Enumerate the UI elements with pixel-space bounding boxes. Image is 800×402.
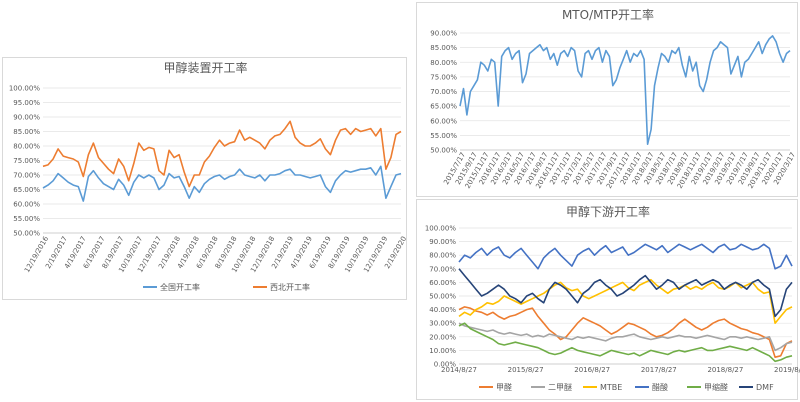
y-tick-label: 70.00% xyxy=(429,265,456,273)
y-tick-label: 90.00% xyxy=(430,30,457,38)
legend-label: 西北开工率 xyxy=(270,282,310,292)
series-line xyxy=(458,322,793,352)
y-tick-label: 75.00% xyxy=(13,157,40,165)
x-tick-label: 2017/8/27 xyxy=(641,366,677,374)
y-tick-label: 20.00% xyxy=(429,333,456,341)
series-line xyxy=(458,306,793,358)
series-line xyxy=(458,268,793,318)
legend-label: 醋酸 xyxy=(652,382,668,392)
chart-national-methanol: 甲醇装置开工率 100.00% 95.00% 90.00% 85.00% 80.00% 75… xyxy=(9,60,408,292)
y-tick-label: 75.00% xyxy=(430,73,457,81)
y-tick-label: 85.00% xyxy=(13,128,40,136)
chart-title: 甲醇下游开工率 xyxy=(566,204,650,219)
x-tick-label: 2016/8/27 xyxy=(574,366,610,374)
chart-panel-national-methanol: 甲醇装置开工率 100.00% 95.00% 90.00% 85.00% 80.00% 75… xyxy=(2,57,408,300)
y-tick-label: 10.00% xyxy=(429,347,456,355)
chart-downstream: 甲醇下游开工率 100.00% 90.00% 80.00% 70.00% 60.00% 50… xyxy=(425,204,800,392)
y-tick-label: 60.00% xyxy=(429,279,456,287)
y-tick-label: 80.00% xyxy=(430,59,457,67)
y-tick-label: 55.00% xyxy=(13,215,40,223)
y-tick-label: 100.00% xyxy=(425,225,456,233)
y-tick-label: 60.00% xyxy=(13,201,40,209)
chart-mto-mtp: MTO/MTP开工率 90.00% 85.00% 80.00% 75.00% 70.00%… xyxy=(430,7,797,190)
chart-panel-mto-mtp: MTO/MTP开工率 90.00% 85.00% 80.00% 75.00% 70.00%… xyxy=(416,2,798,197)
y-tick-label: 50.00% xyxy=(430,147,457,155)
x-tick-label: 2019/8/27 xyxy=(774,366,800,374)
legend-label: 二甲醚 xyxy=(548,382,572,392)
series-line xyxy=(42,120,402,188)
y-tick-label: 40.00% xyxy=(429,306,456,314)
y-tick-label: 65.00% xyxy=(430,103,457,111)
series-line xyxy=(42,165,402,202)
legend-label: MTBE xyxy=(600,383,622,392)
x-tick-label: 2018/8/27 xyxy=(707,366,743,374)
legend-label: DMF xyxy=(756,383,774,392)
x-tick-label: 2014/8/27 xyxy=(441,366,477,374)
y-tick-label: 100.00% xyxy=(9,85,40,93)
chart-panel-downstream: 甲醇下游开工率 100.00% 90.00% 80.00% 70.00% 60.00% 50… xyxy=(416,199,800,400)
chart-title: 甲醇装置开工率 xyxy=(163,60,247,75)
y-tick-label: 80.00% xyxy=(429,252,456,260)
y-tick-label: 85.00% xyxy=(430,44,457,52)
chart-title: MTO/MTP开工率 xyxy=(562,7,654,22)
y-tick-label: 50.00% xyxy=(13,230,40,238)
y-tick-label: 55.00% xyxy=(430,132,457,140)
y-tick-label: 0.00% xyxy=(434,361,457,369)
y-tick-label: 30.00% xyxy=(429,320,456,328)
y-tick-label: 95.00% xyxy=(13,99,40,107)
series-line xyxy=(458,322,793,363)
legend-label: 甲醛 xyxy=(496,382,512,392)
y-tick-label: 70.00% xyxy=(430,88,457,96)
y-tick-label: 50.00% xyxy=(429,293,456,301)
y-tick-label: 65.00% xyxy=(13,186,40,194)
y-tick-label: 80.00% xyxy=(13,143,40,151)
series-line xyxy=(458,243,793,270)
series-line xyxy=(459,35,791,145)
y-tick-label: 90.00% xyxy=(429,238,456,246)
y-tick-label: 60.00% xyxy=(430,117,457,125)
x-tick-label: 2015/8/27 xyxy=(508,366,544,374)
legend-label: 甲缩醛 xyxy=(704,382,728,392)
y-tick-label: 70.00% xyxy=(13,172,40,180)
legend-label: 全国开工率 xyxy=(160,282,200,292)
y-tick-label: 90.00% xyxy=(13,114,40,122)
